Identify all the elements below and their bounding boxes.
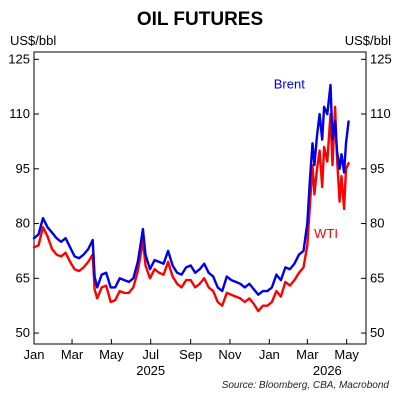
y-tick-label-left: 110 [9, 106, 30, 121]
x-tick-label: May [99, 347, 124, 362]
y-tick-label-right: 125 [370, 51, 392, 66]
y-tick-label-right: 65 [370, 270, 384, 285]
y-tick-label-left: 65 [16, 270, 30, 285]
series-label-brent: Brent [274, 77, 305, 92]
x-tick-label: Mar [61, 347, 84, 362]
y-tick-label-left: 125 [8, 51, 30, 66]
series-label-wti: WTI [314, 226, 338, 241]
x-tick-label: Jul [142, 347, 159, 362]
y-tick-label-left: 95 [16, 161, 30, 176]
y-axis-ticks: 50 50 65 65 80 80 95 95 110 110 125 125 [8, 51, 391, 340]
y-tick-label-right: 95 [370, 161, 384, 176]
left-axis-unit: US$/bbl [10, 33, 56, 48]
y-tick-label-right: 110 [370, 106, 391, 121]
y-tick-label-right: 80 [370, 216, 384, 231]
year-label: 2025 [136, 363, 165, 378]
year-label: 2026 [313, 363, 342, 378]
source-note: Source: Bloomberg, CBA, Macrobond [222, 380, 390, 391]
x-tick-label: Sep [179, 347, 202, 362]
plot-frame [33, 51, 367, 345]
series-lines [32, 83, 350, 313]
x-tick-label: Nov [218, 347, 242, 362]
x-tick-label: Mar [296, 347, 319, 362]
chart-title: OIL FUTURES [137, 9, 263, 30]
series-line-wti [32, 105, 350, 313]
y-tick-label-left: 50 [16, 325, 30, 340]
x-axis-ticks: Jan Mar May Jul Sep Nov Jan Mar May 2025 2026 [24, 339, 359, 378]
x-tick-label: Jan [24, 347, 45, 362]
series-line-brent [32, 83, 350, 296]
x-tick-label: Jan [259, 347, 280, 362]
series-labels: Brent WTI [274, 77, 338, 242]
x-tick-label: May [334, 347, 359, 362]
right-axis-unit: US$/bbl [345, 33, 391, 48]
y-tick-label-left: 80 [16, 216, 30, 231]
y-tick-label-right: 50 [370, 325, 384, 340]
